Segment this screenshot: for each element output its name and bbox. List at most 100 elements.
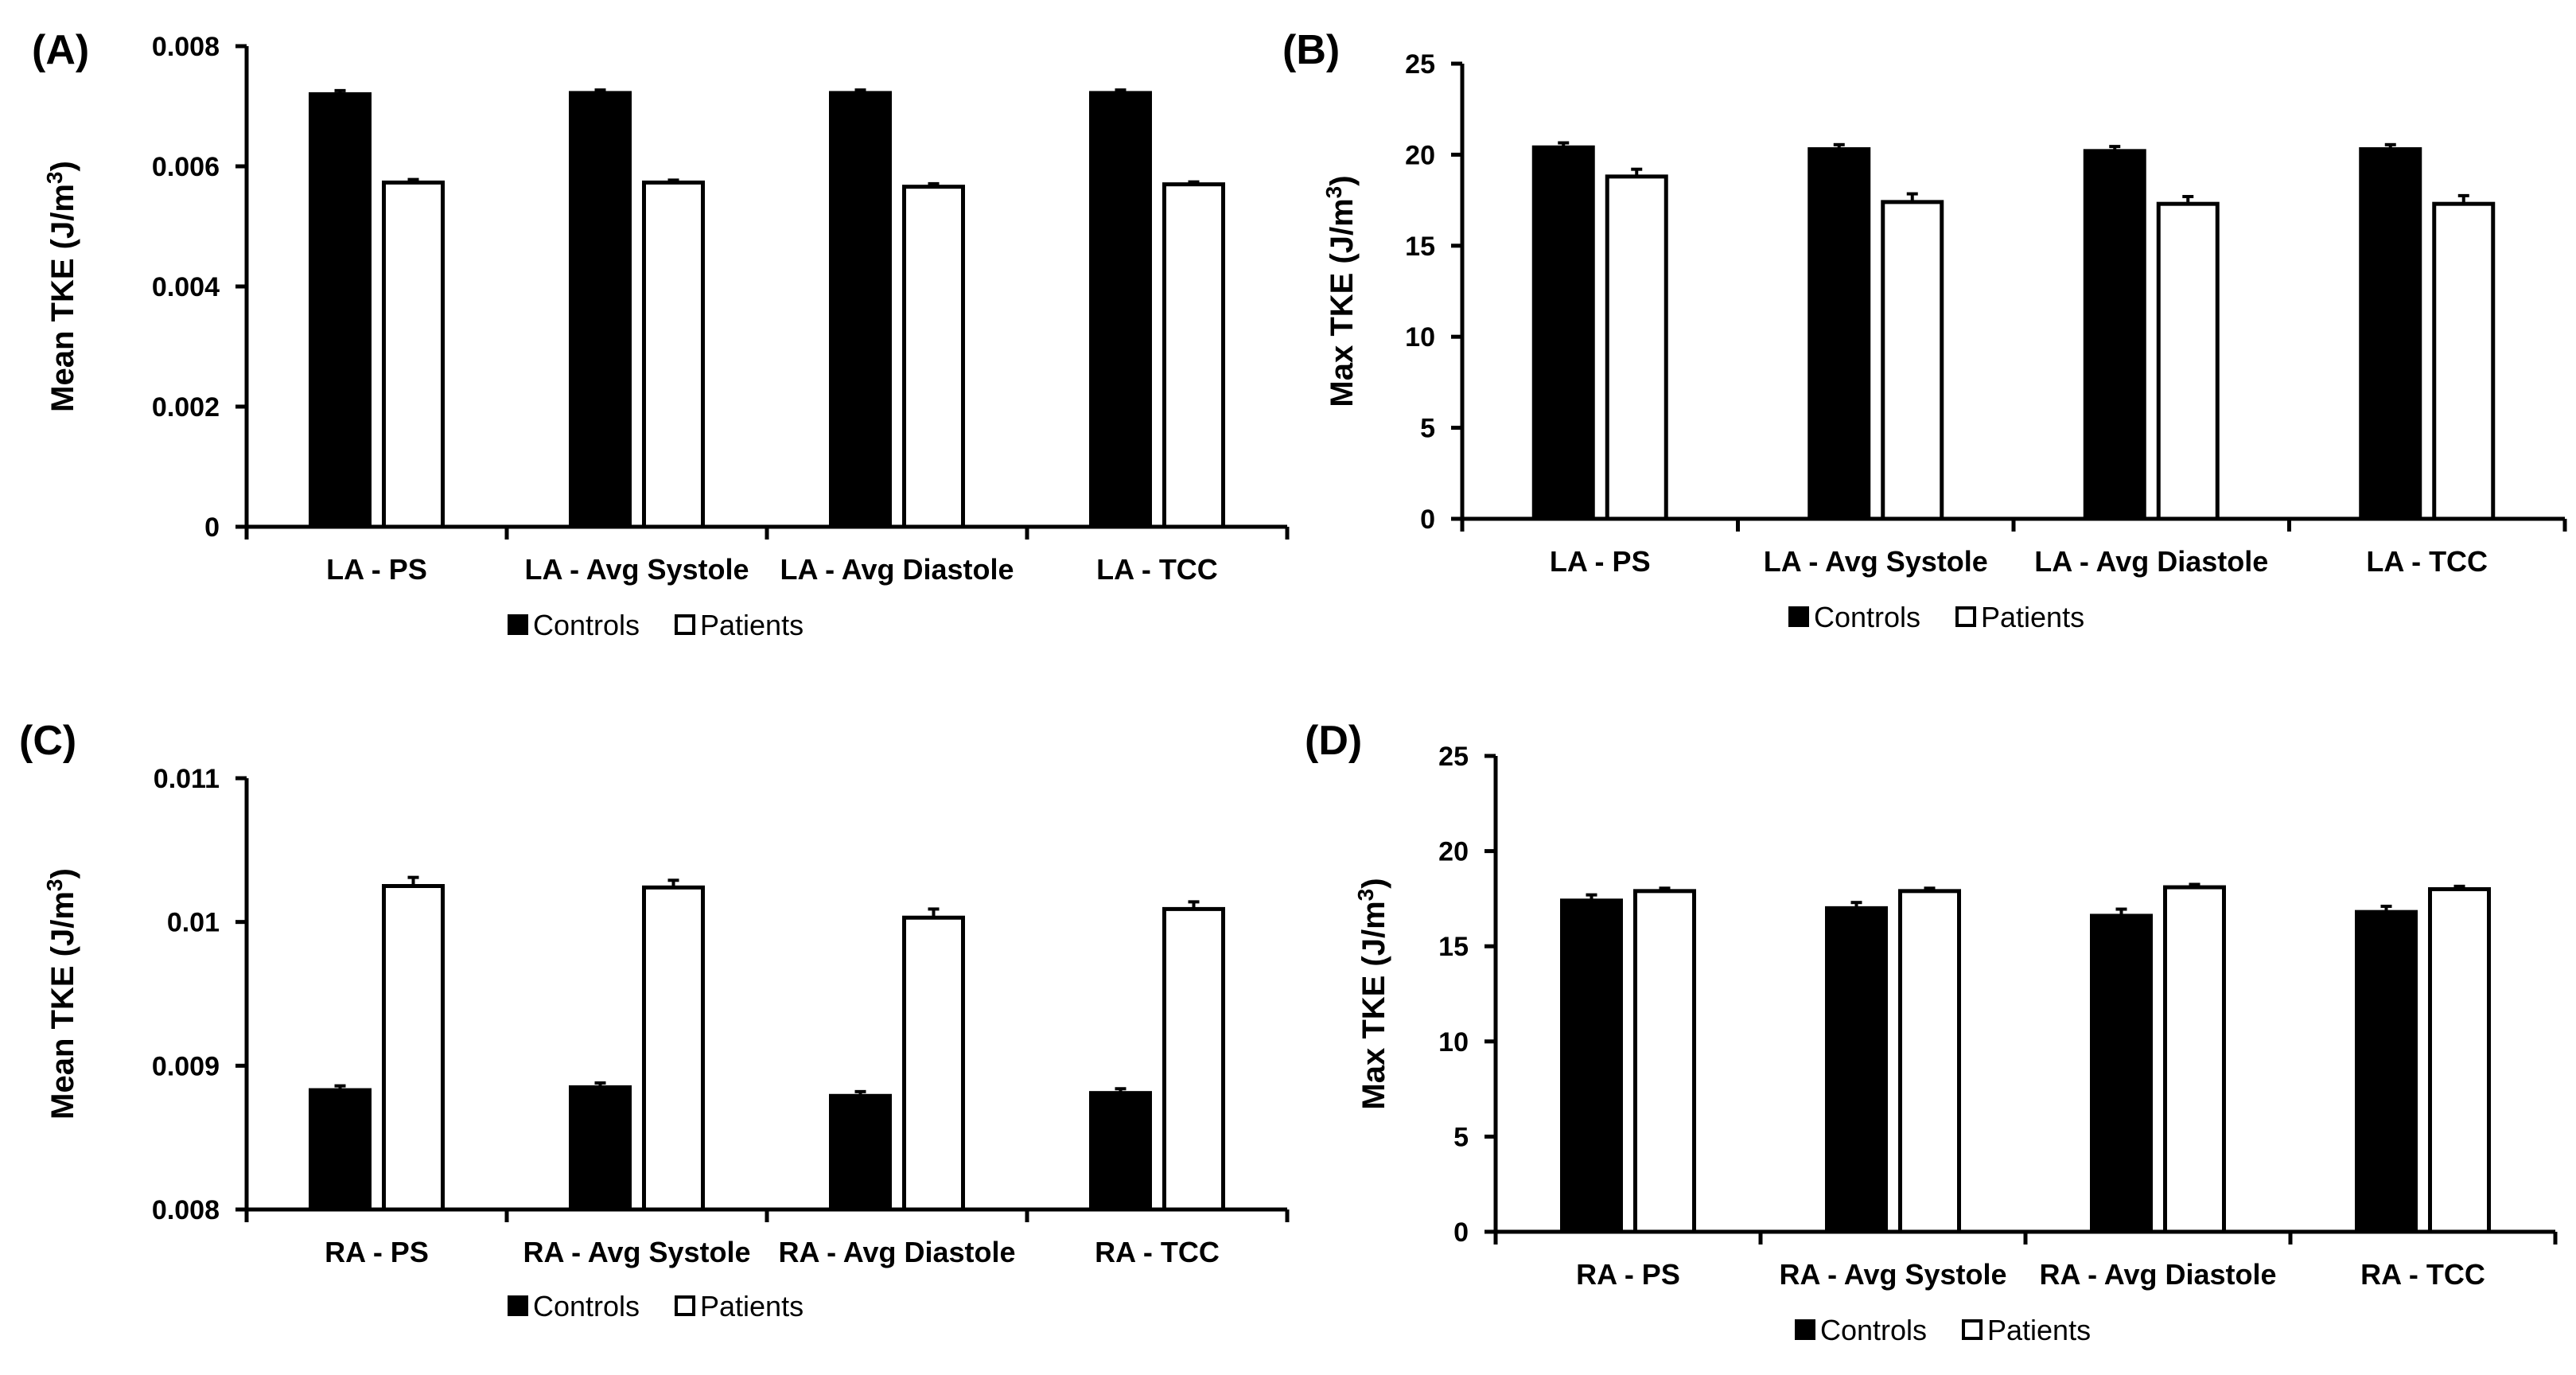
bar-controls <box>569 91 632 529</box>
y-tick-label: 10 <box>1438 1027 1469 1058</box>
x-tick-label: LA - TCC <box>1096 553 1218 586</box>
y-tick-label: 0.008 <box>152 1195 220 1225</box>
y-axis-label: Max TKE (J/m3) <box>1321 175 1360 407</box>
legend-swatch-patients <box>1955 606 1976 627</box>
y-axis-label-superscript: 3 <box>42 172 67 185</box>
bar-patients <box>642 180 705 529</box>
y-tick-label: 10 <box>1405 322 1435 353</box>
y-axis-label: Max TKE (J/m3) <box>1353 878 1391 1109</box>
y-tick-label: 25 <box>1438 742 1469 772</box>
y-axis-label-end: ) <box>45 161 80 171</box>
y-tick-label: 20 <box>1405 140 1435 170</box>
bar-controls <box>1825 906 1888 1234</box>
bar-patients <box>1633 889 1696 1234</box>
y-tick-label: 0.002 <box>152 392 220 423</box>
x-tick-label: LA - Avg Diastole <box>2034 545 2268 578</box>
legend-label-patients: Patients <box>1987 1314 2091 1346</box>
y-tick-label: 0.009 <box>152 1051 220 1081</box>
panel-label: (A) <box>32 27 89 73</box>
bar-patients <box>2163 885 2226 1234</box>
bar-controls <box>1089 1091 1152 1212</box>
y-tick-label: 0.01 <box>167 908 220 938</box>
bar-controls <box>1560 898 1623 1234</box>
legend-label-controls: Controls <box>1820 1314 1927 1346</box>
bar-controls <box>1807 147 1871 521</box>
legend-label-controls: Controls <box>533 1290 640 1322</box>
bar-patients <box>382 884 445 1212</box>
y-tick-label: 0 <box>1420 504 1435 535</box>
x-tick-label: LA - PS <box>1550 545 1651 578</box>
bar-controls <box>2090 913 2153 1234</box>
bar-controls <box>309 92 372 529</box>
legend-swatch-patients <box>675 614 695 635</box>
bar-patients <box>1881 200 1944 521</box>
legend-label-controls: Controls <box>1814 601 1920 633</box>
bar-controls <box>2083 149 2146 521</box>
x-tick-label: LA - Avg Systole <box>1764 545 1988 578</box>
y-axis-label-superscript: 3 <box>1321 186 1346 199</box>
x-tick-label: RA - PS <box>325 1236 429 1268</box>
panel-label: (D) <box>1305 718 1362 764</box>
bar-controls <box>829 1093 892 1212</box>
bar-controls <box>309 1088 372 1212</box>
y-axis-label-text: Max TKE (J/m <box>1325 198 1360 407</box>
y-axis-label: Mean TKE (J/m3) <box>42 868 80 1120</box>
legend-swatch-controls <box>1788 606 1809 627</box>
panel-label: (B) <box>1282 27 1340 73</box>
y-tick-label: 15 <box>1405 232 1435 262</box>
legend-label-patients: Patients <box>700 609 804 641</box>
legend-swatch-patients <box>675 1295 695 1316</box>
panel-label: (C) <box>19 718 76 764</box>
bar-patients <box>1162 182 1225 529</box>
bar-controls <box>2355 910 2418 1234</box>
x-tick-label: RA - Avg Systole <box>523 1236 750 1268</box>
legend-swatch-controls <box>508 1295 528 1316</box>
bar-patients <box>2156 201 2220 521</box>
bar-controls <box>569 1085 632 1212</box>
y-tick-label: 15 <box>1438 932 1469 962</box>
bar-patients <box>1162 906 1225 1212</box>
legend-swatch-patients <box>1962 1319 1983 1340</box>
y-tick-label: 0 <box>1453 1217 1469 1248</box>
y-axis-label-text: Mean TKE (J/m <box>45 891 80 1120</box>
x-tick-label: LA - PS <box>326 553 427 586</box>
y-axis-label-end: ) <box>1325 175 1360 185</box>
y-tick-label: 0.011 <box>154 764 220 794</box>
y-axis-label: Mean TKE (J/m3) <box>42 161 80 412</box>
y-axis-label-text: Mean TKE (J/m <box>45 184 80 412</box>
bar-patients <box>902 915 965 1212</box>
bar-patients <box>1898 889 1961 1234</box>
y-tick-label: 0.008 <box>152 32 220 62</box>
y-tick-label: 0.006 <box>152 152 220 182</box>
y-axis-label-text: Max TKE (J/m <box>1356 901 1391 1109</box>
bar-controls <box>2359 147 2422 521</box>
bar-patients <box>382 180 445 529</box>
legend-swatch-controls <box>1795 1319 1815 1340</box>
bar-controls <box>829 91 892 529</box>
legend-label-patients: Patients <box>1981 601 2084 633</box>
bar-patients <box>2428 886 2491 1234</box>
y-tick-label: 5 <box>1420 414 1435 444</box>
x-tick-label: RA - Avg Diastole <box>778 1236 1015 1268</box>
legend-label-patients: Patients <box>700 1290 804 1322</box>
x-tick-label: RA - TCC <box>2360 1258 2485 1291</box>
y-tick-label: 0 <box>204 512 220 543</box>
bar-patients <box>642 885 705 1212</box>
x-tick-label: LA - Avg Diastole <box>780 553 1014 586</box>
y-axis-label-superscript: 3 <box>1353 889 1378 902</box>
bar-patients <box>1605 174 1668 521</box>
legend-swatch-controls <box>508 614 528 635</box>
y-tick-label: 5 <box>1453 1122 1469 1152</box>
x-tick-label: RA - TCC <box>1095 1236 1220 1268</box>
y-axis-label-end: ) <box>1356 878 1391 888</box>
y-tick-label: 25 <box>1405 49 1435 80</box>
x-tick-label: RA - Avg Diastole <box>2039 1258 2276 1291</box>
bar-controls <box>1531 145 1595 521</box>
y-tick-label: 20 <box>1438 837 1469 867</box>
x-tick-label: RA - Avg Systole <box>1779 1258 2006 1291</box>
bar-patients <box>2432 201 2496 521</box>
x-tick-label: RA - PS <box>1576 1258 1680 1291</box>
x-tick-label: LA - Avg Systole <box>524 553 749 586</box>
bar-controls <box>1089 91 1152 529</box>
